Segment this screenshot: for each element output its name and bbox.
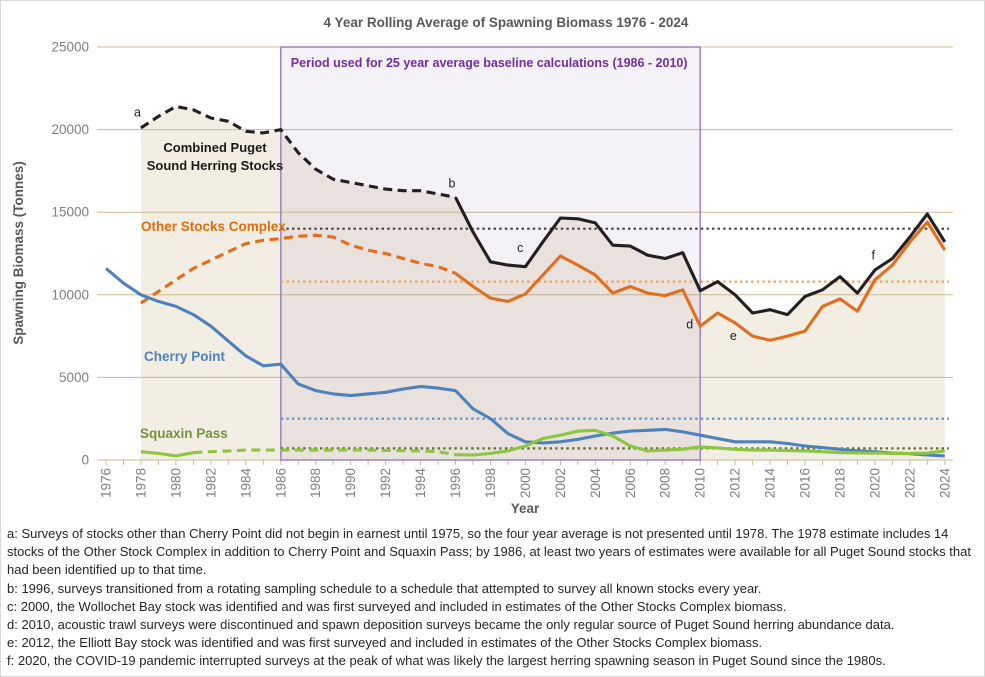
- series-line-combined-puget-sound-herring-stocks: [454, 196, 947, 317]
- series-line-other-stocks-complex: [140, 233, 457, 305]
- label-squaxin-pass: Squaxin Pass: [140, 426, 228, 441]
- baseline-period-caption: Period used for 25 year average baseline…: [291, 56, 688, 70]
- annotation-a: a: [134, 105, 141, 119]
- footnote-d: d: 2010, acoustic trawl surveys were dis…: [7, 617, 895, 633]
- label-cherry-point: Cherry Point: [144, 349, 226, 364]
- series-line-combined-puget-sound-herring-stocks: [140, 104, 456, 199]
- label-combined: Combined Puget: [163, 140, 267, 155]
- spawning-biomass-chart: a b c d e f Combined Puget Sound Herring Stocks…: [11, 15, 953, 516]
- footnote-c: c: 2000, the Wollochet Bay stock was ide…: [7, 598, 787, 614]
- x-tick-label: 2008: [658, 468, 673, 498]
- y-tick-label: 5000: [59, 370, 89, 385]
- x-axis-title: Year: [511, 501, 540, 516]
- series-line-other-stocks-complex: [454, 220, 947, 342]
- annotation-d: d: [686, 318, 693, 332]
- x-tick-label: 2006: [623, 468, 638, 498]
- y-tick-label: 15000: [51, 205, 89, 220]
- series-line-squaxin-pass: [455, 428, 945, 457]
- annotation-f: f: [871, 248, 875, 262]
- x-tick-label: 1994: [413, 467, 428, 498]
- x-tick-label: 1988: [308, 468, 323, 498]
- x-tick-label: 1982: [203, 468, 218, 498]
- x-tick-label: 2000: [518, 468, 533, 498]
- annotation-b: b: [449, 176, 456, 190]
- x-tick-label: 1980: [168, 468, 183, 498]
- x-tick-label: 1990: [343, 468, 358, 498]
- x-tick-label: 1998: [483, 468, 498, 498]
- footnote-b: b: 1996, surveys transitioned from a rot…: [7, 580, 762, 596]
- baseline-period-region: [280, 46, 701, 461]
- combined-area-fill: [140, 106, 945, 460]
- chart-title: 4 Year Rolling Average of Spawning Bioma…: [324, 15, 689, 30]
- x-tick-label: 1986: [273, 468, 288, 498]
- chart-footnotes: a: Surveys of stocks other than Cherry P…: [1, 523, 984, 671]
- x-tick-label: 1978: [133, 468, 148, 498]
- x-tick-label: 1992: [378, 468, 393, 498]
- x-tick-label: 2016: [798, 468, 813, 498]
- x-tick-label: 2012: [728, 468, 743, 498]
- annotation-e: e: [730, 329, 737, 343]
- x-tick-label: 1984: [238, 467, 253, 498]
- x-tick-label: 2014: [763, 467, 778, 498]
- x-tick-label: 2004: [588, 467, 603, 498]
- x-tick-label: 1976: [99, 468, 114, 498]
- y-tick-label: 10000: [51, 287, 89, 302]
- footnote-a: a: Surveys of stocks other than Cherry P…: [7, 526, 971, 578]
- x-tick-label: 2010: [693, 468, 708, 498]
- annotation-c: c: [517, 241, 523, 255]
- series-line-squaxin-pass: [140, 450, 194, 458]
- y-tick-label: 0: [81, 453, 89, 468]
- x-tick-label: 2022: [902, 468, 917, 498]
- y-axis-title: Spawning Biomass (Tonnes): [11, 161, 26, 345]
- y-tick-label: 20000: [51, 122, 89, 137]
- footnote-f: f: 2020, the COVID-19 pandemic interrupt…: [7, 653, 886, 669]
- series-line-squaxin-pass: [193, 448, 456, 457]
- x-tick-label: 2020: [867, 468, 882, 498]
- series-line-cherry-point: [104, 267, 945, 458]
- x-tick-label: 2018: [833, 468, 848, 498]
- label-other-stocks: Other Stocks Complex: [141, 219, 286, 234]
- x-tick-label: 2024: [937, 467, 952, 498]
- x-tick-label: 1996: [448, 468, 463, 498]
- x-tick-label: 2002: [553, 468, 568, 498]
- footnote-e: e: 2012, the Elliott Bay stock was ident…: [7, 635, 763, 651]
- y-tick-label: 25000: [51, 40, 89, 55]
- label-combined: Sound Herring Stocks: [147, 158, 284, 173]
